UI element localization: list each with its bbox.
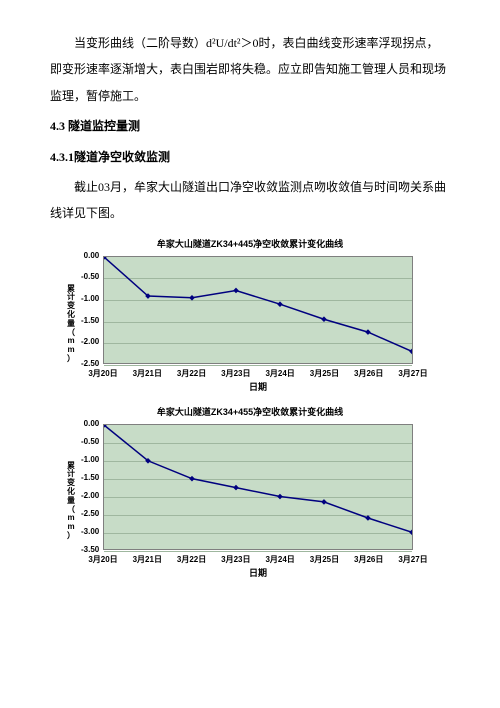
chart-2-ylabel: 累计变化量（mm） xyxy=(65,462,77,541)
chart-2-xlabel: 日期 xyxy=(103,566,413,579)
paragraph-1: 当变形曲线（二阶导数）d²U/dt²＞0时，表白曲线变形速率浮现拐点，即变形速率… xyxy=(50,30,450,109)
heading-4-3-1: 4.3.1隧道净空收敛监测 xyxy=(50,144,450,170)
chart-1: 牟家大山隧道ZK34+445净空收敛累计变化曲线 累计变化量（mm） 0.00-… xyxy=(65,237,435,393)
chart-1-yticks: 0.00-0.50-1.00-1.50-2.00-2.50 xyxy=(81,256,99,364)
chart-2-xticks: 3月20日3月21日3月22日3月23日3月24日3月25日3月26日3月27日 xyxy=(103,554,413,564)
chart-2-yticks: 0.00-0.50-1.00-1.50-2.00-2.50-3.00-3.50 xyxy=(81,424,99,550)
heading-4-3: 4.3 隧道监控量测 xyxy=(50,113,450,139)
chart-1-ylabel: 累计变化量（mm） xyxy=(65,285,77,364)
chart-2-title: 牟家大山隧道ZK34+455净空收敛累计变化曲线 xyxy=(65,405,435,418)
chart-1-title: 牟家大山隧道ZK34+445净空收敛累计变化曲线 xyxy=(65,237,435,250)
chart-1-plot xyxy=(103,256,413,364)
paragraph-2: 截止03月，牟家大山隧道出口净空收敛监测点吻收敛值与时间吻关系曲线详见下图。 xyxy=(50,174,450,227)
chart-2-plot xyxy=(103,424,413,550)
chart-1-xlabel: 日期 xyxy=(103,380,413,393)
chart-2: 牟家大山隧道ZK34+455净空收敛累计变化曲线 累计变化量（mm） 0.00-… xyxy=(65,405,435,579)
chart-1-xticks: 3月20日3月21日3月22日3月23日3月24日3月25日3月26日3月27日 xyxy=(103,368,413,378)
